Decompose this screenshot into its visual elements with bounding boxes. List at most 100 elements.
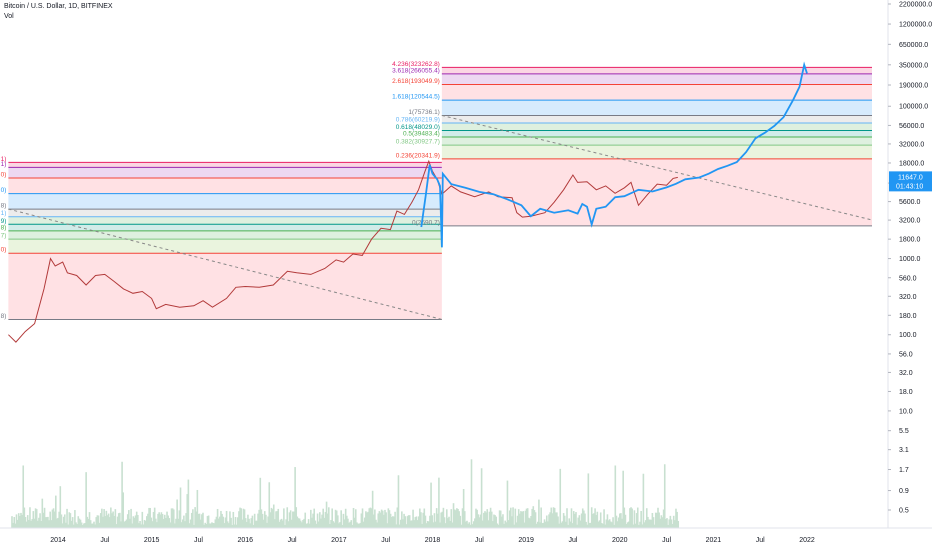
volume-bar	[261, 513, 264, 528]
volume-bar	[13, 517, 16, 528]
volume-bar	[160, 512, 163, 528]
volume-bar	[129, 518, 131, 528]
volume-bar	[520, 511, 522, 528]
volume-bar	[266, 522, 268, 528]
volume-bar	[588, 522, 591, 528]
volume-bar	[660, 515, 663, 528]
volume-bar	[465, 521, 467, 528]
volume-bar	[305, 523, 308, 528]
volume-bar	[244, 518, 247, 528]
volume-bar	[605, 519, 608, 528]
volume-bar	[43, 507, 46, 528]
volume-bar	[328, 507, 330, 528]
volume-bar	[677, 520, 680, 528]
volume-bar	[421, 523, 423, 528]
volume-bar	[44, 517, 47, 528]
volume-bar	[322, 508, 324, 528]
volume-bar	[235, 524, 238, 528]
volume-bar	[417, 516, 420, 528]
volume-bar	[31, 519, 34, 528]
volume-bar	[396, 507, 399, 528]
volume-bar	[638, 524, 640, 528]
fib-zone	[8, 167, 442, 178]
volume-bar	[508, 510, 511, 528]
volume-bar	[611, 522, 613, 528]
volume-bar	[167, 515, 169, 528]
volume-bar	[150, 517, 153, 528]
volume-bar	[344, 508, 347, 528]
volume-bar	[475, 508, 477, 528]
fib-level-label: 18(2819.9)	[0, 218, 6, 225]
price-axis-label: 1200000.0	[899, 22, 932, 29]
price-axis-label: 190000.0	[899, 83, 928, 90]
volume-bar	[377, 513, 380, 528]
volume-bar	[195, 511, 198, 528]
volume-bar	[650, 519, 653, 528]
volume-bar	[317, 521, 320, 528]
volume-bar	[34, 508, 37, 528]
volume-bar	[213, 523, 216, 528]
volume-bar	[640, 510, 642, 528]
volume-bar	[12, 522, 14, 528]
volume-bar	[362, 521, 365, 528]
volume-bar	[148, 507, 150, 528]
volume-bar	[57, 517, 59, 528]
volume-bar	[245, 521, 248, 528]
time-axis-label: Jul	[288, 537, 297, 544]
volume-bar	[503, 523, 505, 528]
volume-bar	[15, 514, 18, 528]
fib-level-label: 0.236(20341.9)	[396, 152, 440, 159]
volume-bar	[277, 508, 280, 528]
price-line-projection	[420, 61, 808, 248]
volume-bar	[592, 513, 594, 528]
volume-bar	[65, 522, 67, 528]
volume-bar	[661, 517, 664, 528]
volume-bar	[432, 522, 435, 528]
volume-bar	[423, 508, 426, 528]
fib-level-label: 2.618(193049.9)	[392, 78, 440, 85]
volume-bar	[248, 518, 250, 528]
volume-bar	[278, 521, 281, 528]
volume-bar	[397, 475, 400, 528]
volume-bar	[454, 510, 457, 528]
volume-bar	[351, 524, 354, 528]
volume-bar	[123, 521, 126, 528]
volume-bar	[523, 522, 526, 528]
volume-bar	[670, 519, 673, 528]
volume-bar	[198, 513, 201, 528]
volume-bar	[28, 519, 30, 528]
volume-bar	[212, 522, 214, 528]
volume-bar	[562, 513, 565, 528]
volume-bar	[610, 521, 612, 528]
volume-bar	[669, 515, 672, 528]
volume-bar	[511, 516, 513, 528]
volume-bar	[541, 523, 544, 528]
volume-bar	[379, 512, 382, 528]
volume-bar	[572, 511, 575, 528]
volume-bar	[243, 509, 246, 528]
volume-bar	[47, 516, 49, 528]
fib-level-label: 0.5(39483.4)	[403, 130, 440, 137]
volume-bar	[66, 508, 68, 528]
volume-bar	[124, 520, 127, 528]
volume-bar	[71, 517, 74, 528]
volume-bar	[330, 519, 332, 528]
volume-bar	[549, 512, 551, 528]
fib-level-label: 8(15738.1)	[0, 161, 6, 168]
volume-bar	[125, 519, 128, 528]
volume-bar	[204, 522, 207, 528]
volume-bar	[83, 523, 85, 528]
price-axis-label: 18.0	[899, 389, 913, 396]
volume-bar	[294, 467, 296, 528]
volume-bar	[37, 520, 39, 528]
volume-bar	[299, 520, 302, 528]
fib-zone	[441, 130, 872, 137]
volume-bar	[662, 509, 665, 528]
volume-bar	[495, 516, 498, 528]
volume-bar	[72, 524, 75, 528]
volume-bar	[386, 523, 389, 528]
volume-bar	[602, 523, 604, 528]
volume-bar	[196, 489, 199, 528]
